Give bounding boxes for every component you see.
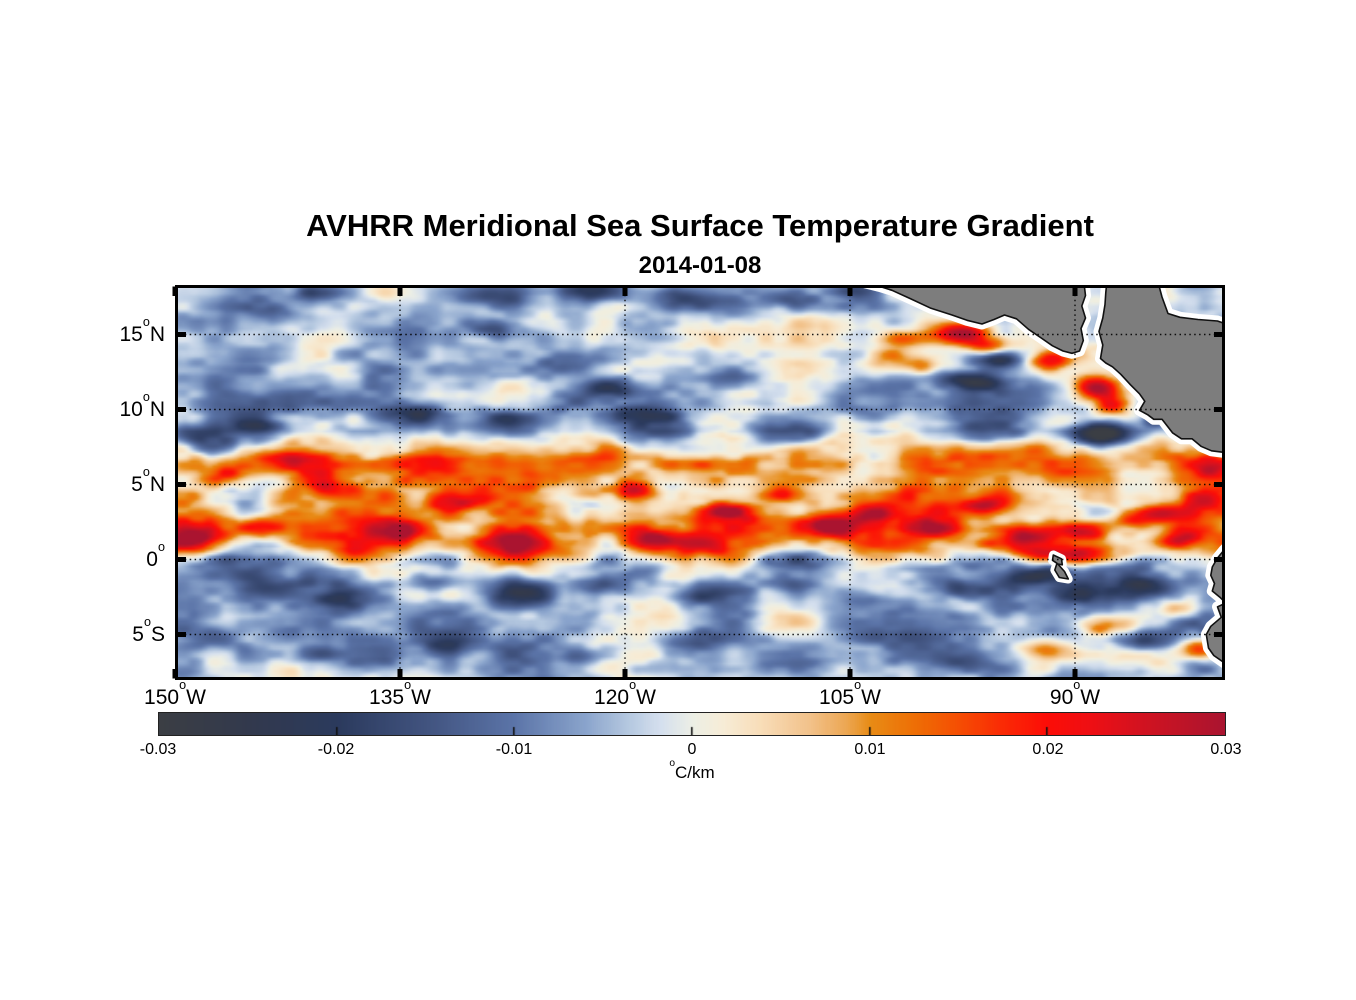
degree-symbol: o — [854, 678, 862, 693]
colorbar-gradient — [159, 713, 1225, 735]
colorbar-tick-label: 0.03 — [1210, 741, 1242, 758]
degree-symbol: o — [669, 757, 675, 769]
colorbar-tick-label: 0.02 — [1032, 741, 1064, 758]
dotted-gridlines — [175, 285, 1225, 680]
coastline-mexico — [870, 285, 1087, 355]
degree-symbol: o — [143, 614, 151, 629]
degree-symbol: o — [629, 678, 637, 693]
y-axis-tick-label: 10oN — [119, 389, 165, 421]
degree-symbol: o — [142, 389, 150, 404]
x-axis-tick-label: 135oW — [369, 678, 431, 709]
coastline-south-america-halo — [1200, 541, 1225, 671]
colorbar — [158, 712, 1226, 736]
colorbar-tick-label: 0.01 — [854, 741, 886, 758]
colorbar-unit-label: oC/km — [158, 758, 1226, 783]
chart-title: AVHRR Meridional Sea Surface Temperature… — [306, 208, 1094, 243]
chart-date-subtitle: 2014-01-08 — [638, 252, 762, 279]
degree-symbol: o — [157, 539, 165, 554]
land-masses — [851, 285, 1225, 671]
unit-text: C/km — [675, 763, 715, 782]
degree-symbol: o — [404, 678, 412, 693]
y-axis-tick-label: 0o — [146, 539, 165, 571]
degree-symbol: o — [142, 464, 150, 479]
degree-symbol: o — [142, 314, 150, 329]
axes-frame — [175, 285, 1225, 680]
colorbar-tick-label: -0.01 — [495, 741, 533, 758]
x-axis-tick-label: 120oW — [594, 678, 656, 709]
colorbar-tick-label: -0.03 — [139, 741, 177, 758]
sst-gradient-field — [175, 285, 1225, 680]
x-axis-tick-label: 105oW — [819, 678, 881, 709]
y-axis-tick-label: 5oS — [132, 614, 165, 646]
degree-symbol: o — [1073, 678, 1081, 693]
x-axis-tick-label: 150oW — [144, 678, 206, 709]
degree-symbol: o — [179, 678, 187, 693]
colorbar-tick-label: -0.02 — [317, 741, 355, 758]
x-axis-tick-label: 90oW — [1049, 678, 1101, 709]
coastline-galapagos-islands — [1051, 554, 1070, 580]
coastline-central-america — [1098, 285, 1225, 454]
y-axis-tick-label: 15oN — [119, 314, 165, 346]
colorbar-tick-label: 0 — [687, 741, 697, 758]
y-axis-tick-label: 5oN — [131, 464, 165, 496]
